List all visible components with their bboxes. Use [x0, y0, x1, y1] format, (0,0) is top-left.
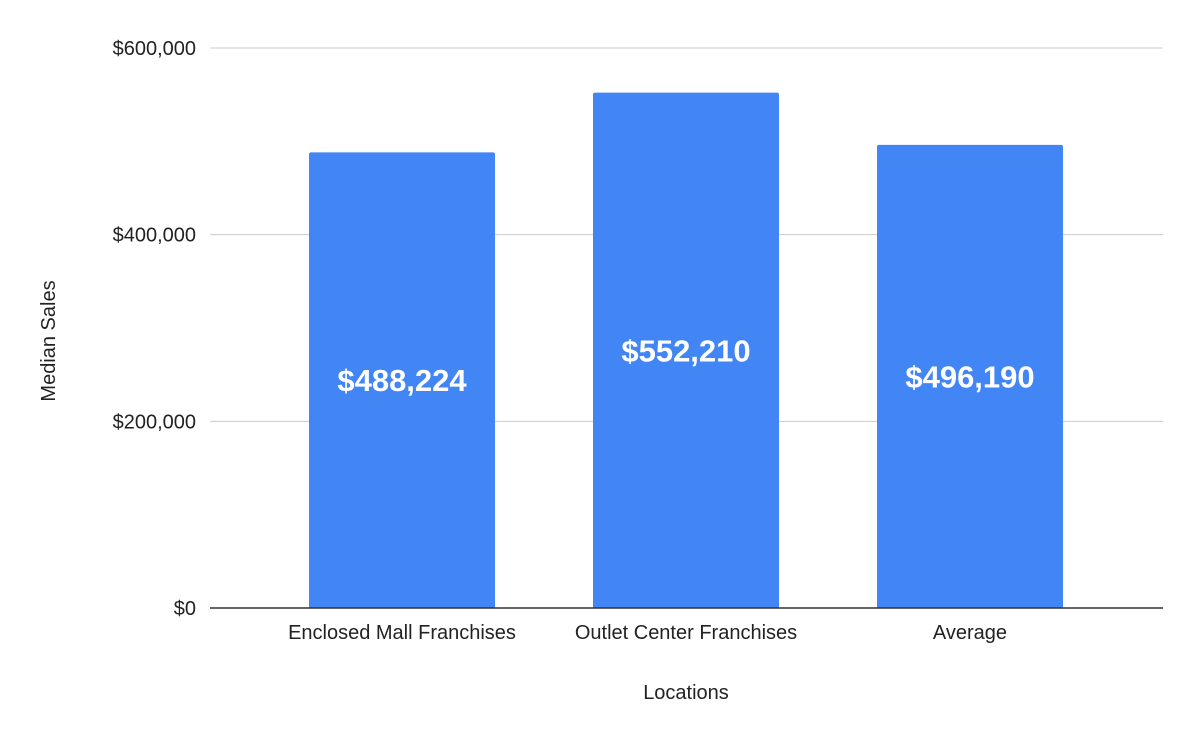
data-label: $488,224	[337, 363, 467, 398]
y-tick-label: $200,000	[113, 411, 196, 433]
y-tick-label: $600,000	[113, 38, 196, 60]
bar	[877, 144, 1063, 608]
y-tick-label: $400,000	[113, 225, 196, 247]
data-label: $496,190	[905, 359, 1034, 394]
y-tick-labels: $0 $200,000 $400,000 $600,000	[113, 38, 196, 620]
x-tick-label: Enclosed Mall Franchises	[288, 622, 516, 644]
bar	[593, 92, 779, 608]
x-tick-label: Average	[933, 622, 1007, 644]
y-axis-title: Median Sales	[38, 280, 60, 401]
y-tick-label: $0	[174, 598, 196, 620]
bars	[309, 92, 1063, 608]
data-labels: $488,224 $552,210 $496,190	[337, 333, 1034, 398]
x-tick-label: Outlet Center Franchises	[575, 622, 797, 644]
x-axis-title: Locations	[643, 682, 729, 704]
x-tick-labels: Enclosed Mall Franchises Outlet Center Fr…	[288, 622, 1007, 644]
data-label: $552,210	[621, 333, 750, 368]
bar	[309, 152, 495, 608]
